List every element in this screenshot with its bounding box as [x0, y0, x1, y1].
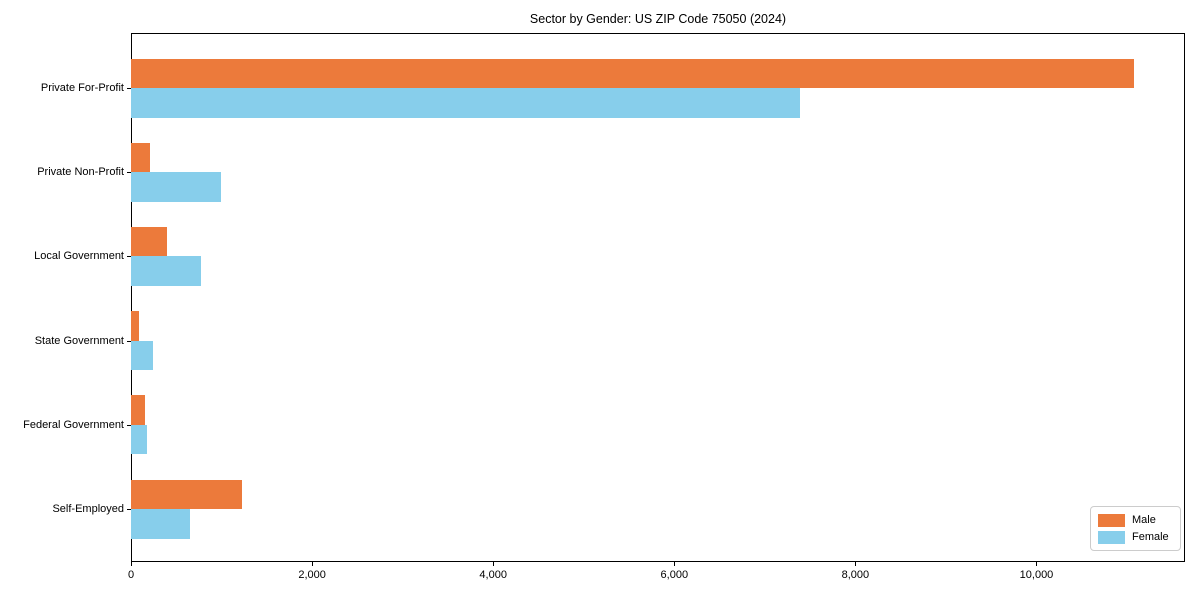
- x-tick-mark: [673, 562, 675, 566]
- y-tick-mark: [127, 256, 131, 258]
- x-tick-label: 4,000: [479, 569, 507, 581]
- y-tick-mark: [127, 424, 131, 426]
- bar-male-4: [131, 395, 146, 425]
- x-tick-mark: [492, 562, 494, 566]
- category-label: Federal Government: [23, 418, 124, 431]
- legend: Male Female: [1090, 506, 1181, 551]
- legend-label: Female: [1132, 530, 1169, 543]
- y-tick-mark: [127, 509, 131, 510]
- legend-label: Male: [1132, 513, 1156, 526]
- x-tick-label: 2,000: [298, 569, 326, 581]
- bar-male-1: [131, 142, 150, 173]
- category-label: State Government: [34, 334, 124, 347]
- bar-male-3: [131, 311, 140, 341]
- x-tick-label: 6,000: [660, 569, 689, 581]
- bar-male-5: [131, 479, 242, 509]
- x-tick-label: 8,000: [841, 569, 870, 581]
- bar-female-1: [131, 172, 222, 202]
- y-tick-mark: [127, 172, 131, 174]
- x-tick-mark: [311, 562, 313, 566]
- legend-swatch: [1098, 513, 1125, 527]
- bar-male-2: [131, 226, 168, 257]
- bar-male-0: [131, 58, 1135, 88]
- bar-female-2: [131, 256, 202, 286]
- category-label: Private For-Profit: [40, 82, 124, 94]
- bar-female-3: [131, 340, 154, 371]
- y-tick-mark: [127, 340, 131, 342]
- category-label: Local Government: [34, 250, 124, 263]
- plot-area: [131, 33, 1185, 562]
- chart-title: Sector by Gender: US ZIP Code 75050 (202…: [529, 12, 787, 26]
- legend-swatch: [1098, 530, 1125, 544]
- legend-item-male: Male: [1098, 513, 1173, 527]
- category-label: Self-Employed: [52, 503, 124, 515]
- bar-female-5: [131, 509, 190, 539]
- x-tick-mark: [854, 562, 856, 566]
- bar-female-4: [131, 424, 147, 455]
- category-label: Private Non-Profit: [37, 166, 124, 179]
- x-tick-label: 0: [127, 569, 135, 581]
- x-tick-mark: [130, 562, 132, 566]
- legend-item-female: Female: [1098, 530, 1173, 544]
- y-tick-mark: [127, 88, 131, 89]
- x-tick-mark: [1035, 562, 1037, 566]
- x-tick-label: 10,000: [1019, 569, 1054, 581]
- bar-female-0: [131, 88, 800, 118]
